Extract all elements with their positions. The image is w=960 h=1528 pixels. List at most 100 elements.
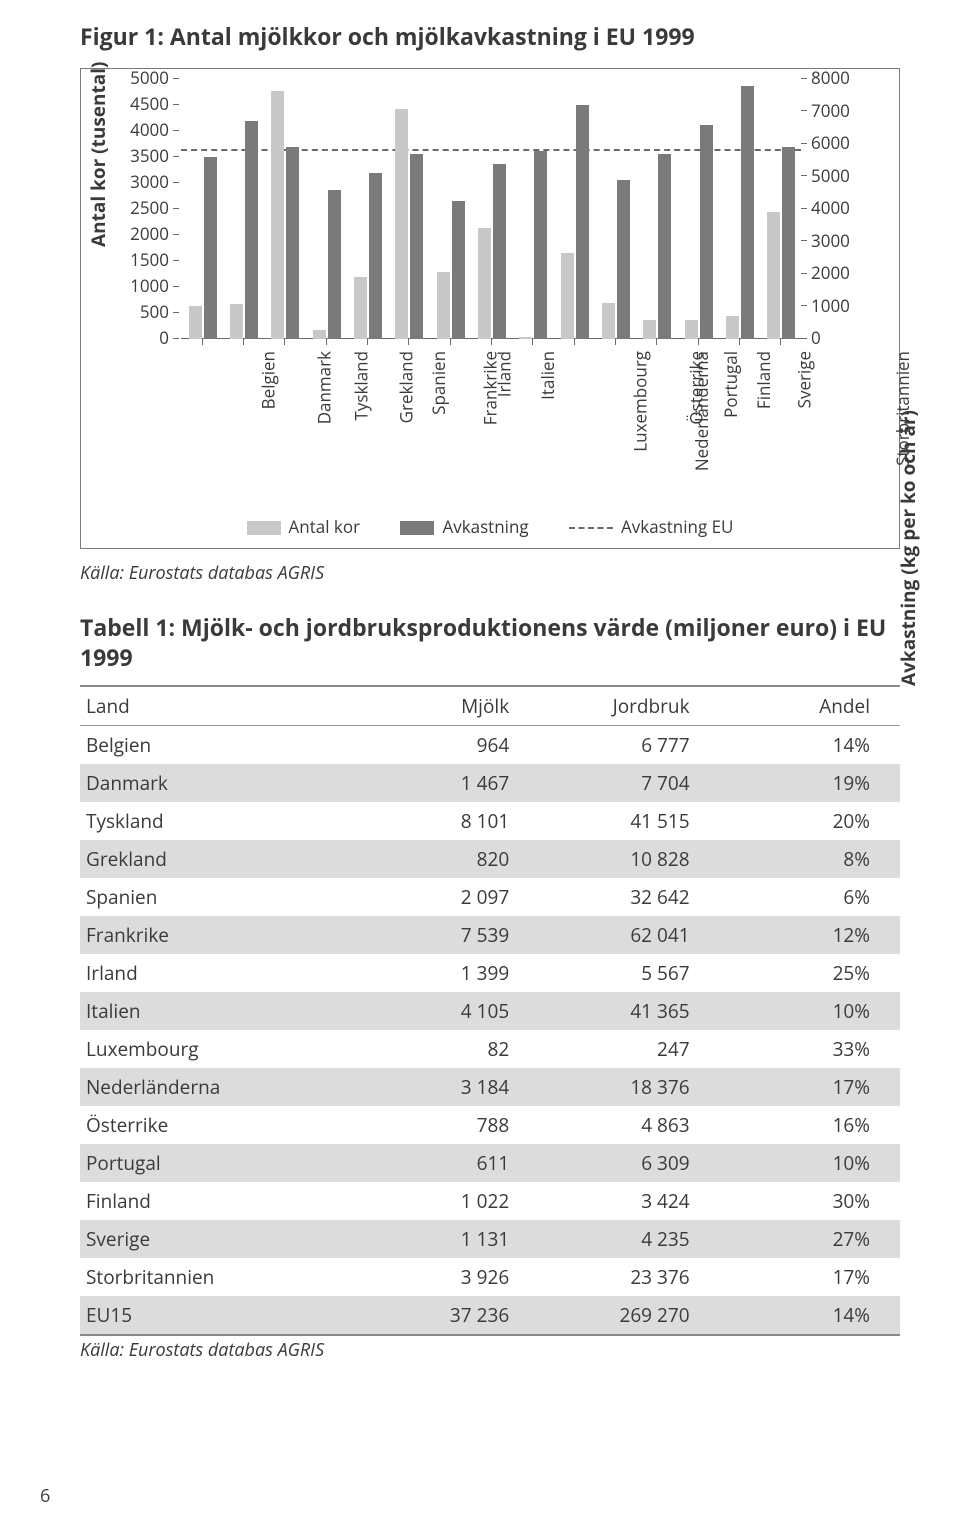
bar-antal-kor (478, 228, 491, 339)
y-left-ticks: 0500100015002000250030003500400045005000 (119, 79, 169, 339)
table-cell: 4 235 (539, 1220, 719, 1258)
table-cell: 14% (720, 1296, 900, 1335)
table-row: Sverige1 1314 23527% (80, 1220, 900, 1258)
table-cell: Danmark (80, 764, 359, 802)
table-cell: 10% (720, 992, 900, 1030)
bar-avkastning (328, 190, 341, 340)
bar-group (353, 173, 383, 339)
category-label: Italien (536, 351, 559, 400)
table-row: Italien4 10541 36510% (80, 992, 900, 1030)
table-cell: 37 236 (359, 1296, 539, 1335)
plot-area: BelgienDanmarkTysklandGreklandSpanienFra… (181, 79, 801, 339)
table-cell: 6 777 (539, 725, 719, 764)
x-tick (408, 339, 409, 345)
x-tick (202, 339, 203, 345)
table-cell: 788 (359, 1106, 539, 1144)
table-cell: 25% (720, 954, 900, 992)
bar-avkastning (534, 151, 547, 340)
bar-group (725, 86, 755, 340)
legend-swatch-antal-kor (247, 521, 281, 535)
x-tick (367, 339, 368, 345)
table-cell: 14% (720, 725, 900, 764)
x-tick (739, 339, 740, 345)
table-cell: Storbritannien (80, 1258, 359, 1296)
legend-swatch-dashed (569, 527, 613, 529)
y-right-tick: 3000 (811, 229, 861, 252)
table-cell: 269 270 (539, 1296, 719, 1335)
table-cell: 7 704 (539, 764, 719, 802)
table-cell: Österrike (80, 1106, 359, 1144)
table-column-header: Land (80, 686, 359, 726)
bar-group (229, 121, 259, 339)
table-cell: 820 (359, 840, 539, 878)
table-cell: Belgien (80, 725, 359, 764)
bar-group (601, 180, 631, 339)
table-cell: 10% (720, 1144, 900, 1182)
chart-container: Antal kor (tusental) Avkastning (kg per … (80, 68, 900, 549)
table-cell: 4 863 (539, 1106, 719, 1144)
bar-group (394, 109, 424, 339)
table-cell: 17% (720, 1258, 900, 1296)
bar-avkastning (204, 157, 217, 339)
bar-avkastning (658, 154, 671, 339)
table-row: Grekland82010 8288% (80, 840, 900, 878)
table-cell: EU15 (80, 1296, 359, 1335)
category-label: Belgien (256, 351, 279, 409)
legend-item-avkastning-eu: Avkastning EU (569, 515, 733, 538)
table-cell: 41 515 (539, 802, 719, 840)
table-header-row: LandMjölkJordbrukAndel (80, 686, 900, 726)
table-row: Storbritannien3 92623 37617% (80, 1258, 900, 1296)
table-cell: 33% (720, 1030, 900, 1068)
table-cell: 19% (720, 764, 900, 802)
table-cell: 62 041 (539, 916, 719, 954)
table-cell: 27% (720, 1220, 900, 1258)
category-label: Spanien (427, 351, 450, 415)
table-cell: 1 399 (359, 954, 539, 992)
table-cell: Frankrike (80, 916, 359, 954)
bar-group (188, 157, 218, 339)
bar-avkastning (493, 164, 506, 340)
figure-title: Figur 1: Antal mjölkkor och mjölkavkastn… (80, 20, 900, 52)
y-left-tick: 0 (119, 326, 169, 349)
bar-group (312, 190, 342, 340)
y-right-tick: 4000 (811, 196, 861, 219)
table-cell: 23 376 (539, 1258, 719, 1296)
bar-group (684, 125, 714, 340)
y-left-tick: 2000 (119, 222, 169, 245)
table-cell: 3 184 (359, 1068, 539, 1106)
table-cell: 10 828 (539, 840, 719, 878)
x-tick (532, 339, 533, 345)
bar-avkastning (410, 154, 423, 339)
table-row: Portugal6116 30910% (80, 1144, 900, 1182)
table-cell: Luxembourg (80, 1030, 359, 1068)
y-right-tick: 7000 (811, 99, 861, 122)
table-cell: Tyskland (80, 802, 359, 840)
table-cell: Spanien (80, 878, 359, 916)
table-source: Källa: Eurostats databas AGRIS (80, 1338, 900, 1362)
y-left-tick: 1000 (119, 274, 169, 297)
page: Figur 1: Antal mjölkkor och mjölkavkastn… (0, 0, 960, 1528)
category-label: Sverige (792, 351, 815, 408)
bar-avkastning (245, 121, 258, 339)
bar-antal-kor (519, 337, 532, 339)
table-cell: 32 642 (539, 878, 719, 916)
category-label: Grekland (394, 351, 417, 423)
table-row: Finland1 0223 42430% (80, 1182, 900, 1220)
y-right-tick: 1000 (811, 294, 861, 317)
table-cell: 41 365 (539, 992, 719, 1030)
table-row: Frankrike7 53962 04112% (80, 916, 900, 954)
table-cell: 5 567 (539, 954, 719, 992)
table-cell: 7 539 (359, 916, 539, 954)
bar-antal-kor (189, 306, 202, 339)
y-right-tick: 5000 (811, 164, 861, 187)
y-left-axis-label: Antal kor (tusental) (85, 61, 111, 246)
x-tick (491, 339, 492, 345)
bar-group (270, 91, 300, 339)
bar-group (518, 151, 548, 340)
table-row: Danmark1 4677 70419% (80, 764, 900, 802)
table-cell: 30% (720, 1182, 900, 1220)
bar-group (477, 164, 507, 340)
table-row: Österrike7884 86316% (80, 1106, 900, 1144)
bar-antal-kor (271, 91, 284, 339)
bar-avkastning (617, 180, 630, 339)
